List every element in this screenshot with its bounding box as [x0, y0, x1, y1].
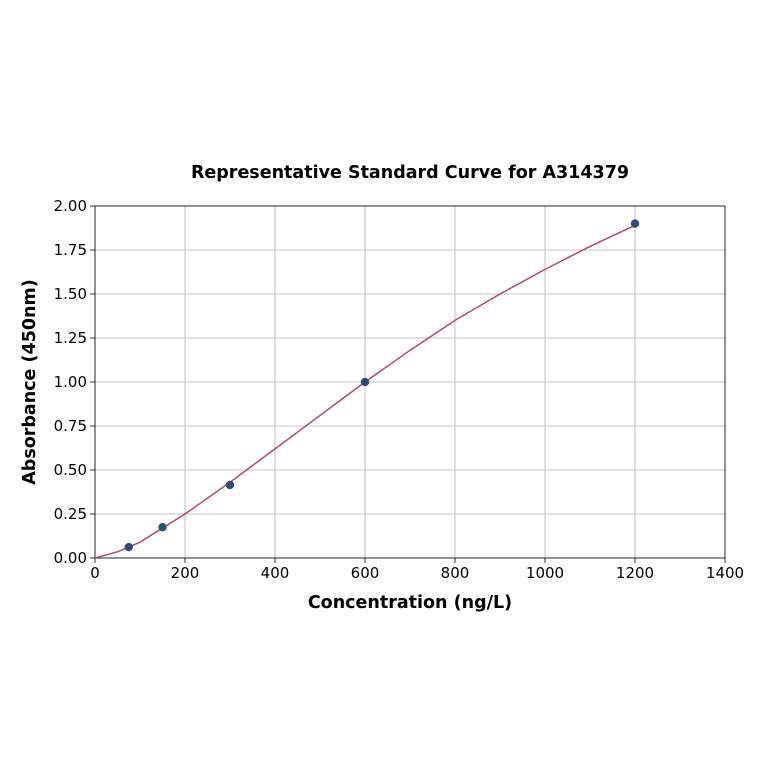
y-tick-label: 0.25 — [54, 505, 87, 523]
x-tick-label: 600 — [351, 564, 380, 582]
x-tick-label: 1400 — [706, 564, 744, 582]
x-tick-label: 0 — [90, 564, 100, 582]
y-tick-label: 1.00 — [54, 373, 87, 391]
x-tick-label: 1200 — [616, 564, 654, 582]
x-tick-label: 200 — [171, 564, 200, 582]
x-tick-label: 1000 — [526, 564, 564, 582]
y-axis-label: Absorbance (450nm) — [20, 279, 40, 485]
x-tick-label: 400 — [261, 564, 290, 582]
y-tick-label: 0.50 — [54, 461, 87, 479]
plot-frame — [94, 205, 726, 559]
x-axis-label: Concentration (ng/L) — [308, 593, 512, 613]
data-point — [225, 480, 235, 490]
fit-curve — [94, 224, 636, 559]
data-point — [630, 219, 640, 228]
y-tick-label: 1.25 — [54, 329, 87, 347]
y-tick-label: 1.75 — [54, 241, 87, 259]
x-tick-label: 800 — [441, 564, 470, 582]
data-point — [124, 542, 133, 552]
y-tick-label: 0.75 — [54, 417, 87, 435]
chart-title: Representative Standard Curve for A31437… — [191, 163, 629, 183]
data-point — [158, 522, 167, 532]
y-tick-label: 0.00 — [54, 549, 87, 567]
y-tick-label: 2.00 — [54, 197, 87, 215]
y-tick-label: 1.50 — [54, 285, 87, 303]
data-point — [360, 377, 370, 387]
